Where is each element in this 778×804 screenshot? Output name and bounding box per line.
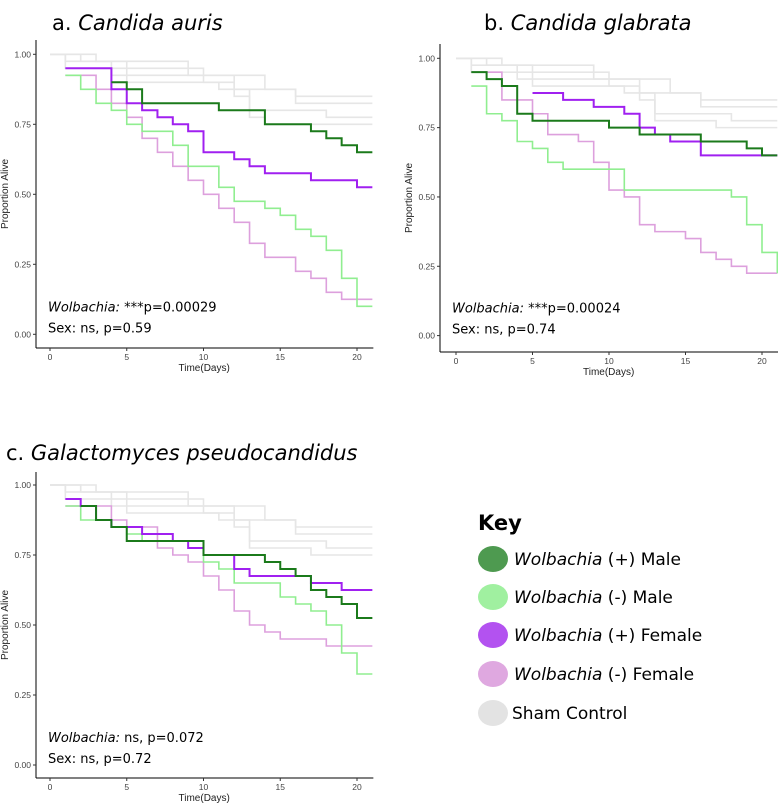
panel-b-chart: 0.00 0.25 0.50 0.75 1.00 0 5 10 15 20 Time(Days) Pr… bbox=[404, 44, 778, 378]
y-tick-label: 0.00 bbox=[418, 331, 435, 341]
x-axis-label: Time(Days) bbox=[179, 363, 230, 374]
wolbachia-pvalue-annotation: Wolbachia: ns, p=0.072 bbox=[48, 731, 204, 746]
x-tick-label: 15 bbox=[681, 356, 691, 366]
x-tick-label: 5 bbox=[530, 356, 535, 366]
panel-a-chart: 0.00 0.25 0.50 0.75 1.00 0 5 10 15 20 Time(Days) Pr… bbox=[0, 40, 374, 374]
y-tick-label: 0.00 bbox=[14, 760, 31, 770]
y-tick-label: 0.50 bbox=[418, 192, 435, 202]
survival-curve-sham-control bbox=[50, 53, 373, 119]
survival-curve-wolbachia-male bbox=[80, 505, 373, 619]
legend-label: Wolbachia (-) Male bbox=[514, 588, 673, 608]
panel-a-title: a. Candida auris bbox=[52, 11, 223, 35]
survival-curve-wolbachia-female bbox=[532, 91, 778, 157]
panel-c-title: c. Galactomyces pseudocandidus bbox=[6, 441, 358, 465]
x-tick-label: 0 bbox=[48, 352, 53, 362]
annotation-factor: Wolbachia: bbox=[452, 302, 524, 317]
survival-curve-wolbachia-male bbox=[471, 85, 778, 274]
annotation-factor: Wolbachia: bbox=[48, 731, 120, 746]
y-tick-label: 0.75 bbox=[14, 550, 31, 560]
sex-pvalue-annotation: Sex: ns, p=0.74 bbox=[452, 323, 556, 338]
y-tick-label: 0.50 bbox=[14, 189, 31, 199]
x-tick-label: 20 bbox=[757, 356, 767, 366]
sex-pvalue-annotation: Sex: ns, p=0.59 bbox=[48, 321, 152, 336]
annotation-pvalue: ns, p=0.072 bbox=[120, 731, 204, 746]
annotation-pvalue: ***p=0.00024 bbox=[524, 302, 621, 317]
legend-title: Key bbox=[478, 511, 522, 535]
x-tick-label: 10 bbox=[199, 782, 209, 792]
annotation-pvalue: ***p=0.00029 bbox=[120, 300, 217, 315]
y-tick-label: 0.75 bbox=[418, 123, 435, 133]
survival-curve-sham-control bbox=[50, 484, 373, 549]
survival-curve-sham-control bbox=[50, 484, 373, 556]
legend-swatch bbox=[478, 584, 508, 610]
legend-swatch bbox=[478, 622, 508, 648]
x-tick-label: 0 bbox=[48, 782, 53, 792]
panel-b-title: b. Candida glabrata bbox=[484, 11, 692, 35]
x-axis-label: Time(Days) bbox=[179, 793, 230, 804]
panel-c-chart: 0.00 0.25 0.50 0.75 1.00 0 5 10 15 20 Time(Days) Pr… bbox=[0, 472, 374, 804]
survival-curve-wolbachia-female bbox=[65, 67, 373, 189]
y-tick-label: 1.00 bbox=[14, 49, 31, 59]
wolbachia-pvalue-annotation: Wolbachia: ***p=0.00029 bbox=[48, 300, 217, 315]
legend-label: Wolbachia (+) Female bbox=[514, 626, 702, 646]
survival-curve-sham-control bbox=[456, 57, 778, 122]
legend-item-wolbachia-pos-female: Wolbachia (+) Female bbox=[478, 622, 702, 648]
x-axis-label: Time(Days) bbox=[583, 367, 634, 378]
x-tick-label: 10 bbox=[199, 352, 209, 362]
y-tick-label: 0.50 bbox=[14, 620, 31, 630]
survival-curve-wolbachia-male bbox=[65, 74, 373, 308]
legend-label: Sham Control bbox=[512, 704, 627, 724]
y-tick-label: 0.25 bbox=[14, 259, 31, 269]
legend-swatch bbox=[478, 661, 508, 687]
x-tick-label: 10 bbox=[604, 356, 614, 366]
legend: Key Wolbachia (+) Male Wolbachia (-) Mal… bbox=[478, 511, 702, 726]
x-tick-label: 15 bbox=[276, 782, 286, 792]
legend-item-sham-control: Sham Control bbox=[478, 700, 627, 726]
legend-item-wolbachia-neg-female: Wolbachia (-) Female bbox=[478, 661, 694, 687]
x-tick-label: 20 bbox=[352, 352, 362, 362]
wolbachia-pvalue-annotation: Wolbachia: ***p=0.00024 bbox=[452, 302, 621, 317]
legend-label: Wolbachia (+) Male bbox=[514, 550, 681, 570]
y-tick-label: 0.75 bbox=[14, 119, 31, 129]
y-tick-label: 0.00 bbox=[14, 329, 31, 339]
x-tick-label: 20 bbox=[352, 782, 362, 792]
y-tick-label: 1.00 bbox=[14, 480, 31, 490]
x-tick-label: 0 bbox=[454, 356, 459, 366]
x-tick-label: 5 bbox=[124, 782, 129, 792]
legend-swatch bbox=[478, 546, 508, 572]
legend-label: Wolbachia (-) Female bbox=[514, 665, 694, 685]
y-axis-label: Proportion Alive bbox=[0, 159, 11, 229]
y-tick-label: 1.00 bbox=[418, 53, 435, 63]
survival-curve-sham-control bbox=[456, 57, 778, 129]
survival-curve-wolbachia-male bbox=[111, 81, 373, 154]
annotation-factor: Wolbachia: bbox=[48, 300, 120, 315]
legend-swatch bbox=[478, 700, 508, 726]
x-tick-label: 5 bbox=[124, 352, 129, 362]
survival-curve-wolbachia-male bbox=[471, 71, 778, 157]
x-tick-label: 15 bbox=[276, 352, 286, 362]
legend-item-wolbachia-neg-male: Wolbachia (-) Male bbox=[478, 584, 673, 610]
y-axis-label: Proportion Alive bbox=[404, 163, 415, 233]
sex-pvalue-annotation: Sex: ns, p=0.72 bbox=[48, 752, 152, 767]
legend-item-wolbachia-pos-male: Wolbachia (+) Male bbox=[478, 546, 681, 572]
y-tick-label: 0.25 bbox=[418, 261, 435, 271]
y-tick-label: 0.25 bbox=[14, 690, 31, 700]
survival-curve-wolbachia-female bbox=[471, 71, 778, 275]
y-axis-label: Proportion Alive bbox=[0, 590, 11, 660]
